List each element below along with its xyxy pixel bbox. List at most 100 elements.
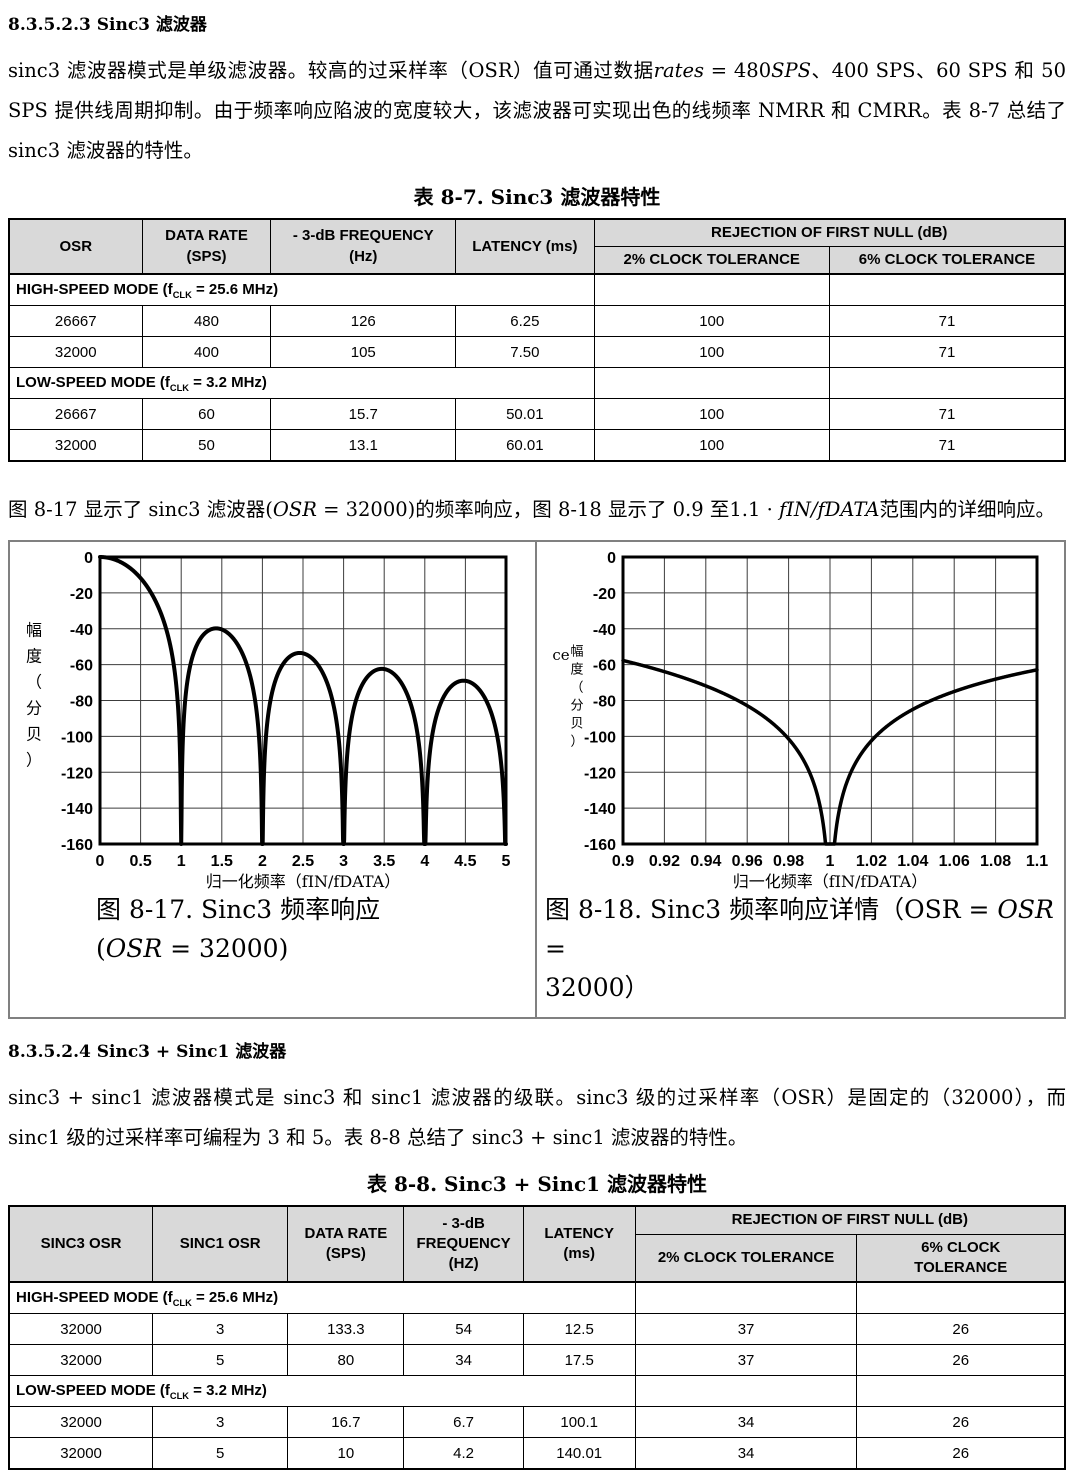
svg-text:1.5: 1.5 (211, 853, 233, 870)
cell-6pct: 71 (828, 429, 1066, 462)
cell-sinc1-osr: 3 (152, 1406, 289, 1439)
cell-sinc1-osr: 3 (152, 1313, 289, 1346)
svg-text:3: 3 (339, 853, 348, 870)
cell-sinc1-osr: 5 (152, 1437, 289, 1470)
col-header-latency: LATENCY (ms) (522, 1205, 636, 1283)
cell-latency: 7.50 (455, 336, 595, 369)
cell-latency: 17.5 (522, 1344, 636, 1377)
empty-cell (828, 273, 1066, 307)
svg-text:0.92: 0.92 (649, 853, 680, 870)
empty-cell (593, 367, 830, 400)
empty-cell (593, 273, 830, 307)
empty-cell (634, 1281, 858, 1315)
section-label: HIGH-SPEED MODE (fCLK = 25.6 MHz) (8, 273, 595, 307)
cell-latency: 50.01 (455, 398, 595, 431)
svg-text:-20: -20 (593, 586, 616, 603)
col-header-rejection: REJECTION OF FIRST NULL (dB) (634, 1205, 1066, 1235)
svg-text:-40: -40 (593, 622, 616, 639)
svg-text:-160: -160 (584, 837, 616, 854)
cell-frequency: 54 (403, 1313, 524, 1346)
svg-text:幅: 幅 (26, 621, 42, 640)
cell-sinc3-osr: 32000 (8, 1344, 154, 1377)
cell-sinc1-osr: 5 (152, 1344, 289, 1377)
table-row: 32000 5 80 34 17.5 37 26 (8, 1344, 1066, 1377)
table-8-7-title: 表 8-7. Sinc3 滤波器特性 (413, 184, 661, 209)
cell-2pct: 100 (593, 429, 830, 462)
cell-sinc3-osr: 32000 (8, 1406, 154, 1439)
col-header-6pct-tolerance: 6% CLOCK TOLERANCE (828, 246, 1066, 275)
cell-2pct: 37 (634, 1313, 858, 1346)
cell-latency: 60.01 (455, 429, 595, 462)
sinc3-intro-paragraph: sinc3 滤波器模式是单级滤波器。较高的过采样率（OSR）值可通过数据rate… (8, 59, 1066, 162)
svg-text:-60: -60 (70, 658, 93, 675)
cell-sinc3-osr: 32000 (8, 1313, 154, 1346)
sinc3-sinc1-intro-paragraph: sinc3 + sinc1 滤波器模式是 sinc3 和 sinc1 滤波器的级… (8, 1086, 1066, 1150)
svg-text:-120: -120 (584, 766, 616, 783)
table-row: 32000 3 16.7 6.7 100.1 34 26 (8, 1406, 1066, 1439)
cell-data-rate: 50 (141, 429, 272, 462)
table-row: 26667 60 15.7 50.01 100 71 (8, 398, 1066, 431)
col-header-3db-frequency: - 3-dB FREQUENCY (Hz) (270, 218, 457, 275)
col-header-data-rate: DATA RATE (SPS) (287, 1205, 405, 1283)
table-row: 26667 480 126 6.25 100 71 (8, 305, 1066, 338)
cell-latency: 12.5 (522, 1313, 636, 1346)
svg-text:-40: -40 (70, 622, 93, 639)
svg-text:度: 度 (570, 662, 583, 678)
svg-text:-160: -160 (61, 837, 93, 854)
table-row-high-speed-mode: HIGH-SPEED MODE (fCLK = 25.6 MHz) (8, 1281, 1066, 1315)
col-header-rejection: REJECTION OF FIRST NULL (dB) (593, 218, 1066, 248)
svg-text:2.5: 2.5 (292, 853, 314, 870)
figure-8-17-caption: 图 8-17. Sinc3 频率响应 (OSR = 32000) (96, 895, 381, 964)
svg-text:0.98: 0.98 (773, 853, 804, 870)
table-8-8-title: 表 8-8. Sinc3 + Sinc1 滤波器特性 (366, 1172, 708, 1197)
svg-text:1.1: 1.1 (1026, 853, 1048, 870)
col-header-2pct-tolerance: 2% CLOCK TOLERANCE (593, 246, 830, 275)
svg-text:0: 0 (84, 550, 93, 567)
section-label: LOW-SPEED MODE (fCLK = 3.2 MHz) (8, 1375, 636, 1408)
cell-2pct: 100 (593, 305, 830, 338)
cell-data-rate: 80 (287, 1344, 405, 1377)
svg-text:1.04: 1.04 (897, 853, 928, 870)
svg-text:-80: -80 (593, 694, 616, 711)
svg-text:（: （ (570, 681, 583, 696)
svg-text:）: ） (26, 751, 42, 770)
svg-text:-60: -60 (593, 658, 616, 675)
svg-text:-100: -100 (584, 730, 616, 747)
section-heading-8-3-5-2-4: 8.3.5.2.4 Sinc3 + Sinc1 滤波器 (8, 1042, 287, 1063)
cell-data-rate: 133.3 (287, 1313, 405, 1346)
cell-frequency: 15.7 (270, 398, 457, 431)
svg-text:-120: -120 (61, 766, 93, 783)
svg-text:-100: -100 (61, 730, 93, 747)
cell-2pct: 100 (593, 398, 830, 431)
col-header-2pct-tolerance: 2% CLOCK TOLERANCE (634, 1233, 858, 1283)
svg-text:0: 0 (96, 853, 105, 870)
svg-text:0: 0 (607, 550, 616, 567)
cell-osr: 32000 (8, 429, 143, 462)
svg-text:归一化频率（fIN/fDATA）: 归一化频率（fIN/fDATA） (206, 872, 400, 890)
cell-latency: 140.01 (522, 1437, 636, 1470)
cell-6pct: 26 (856, 1313, 1066, 1346)
svg-text:贝: 贝 (570, 717, 583, 732)
cell-frequency: 13.1 (270, 429, 457, 462)
svg-text:-140: -140 (584, 802, 616, 819)
cell-data-rate: 60 (141, 398, 272, 431)
col-header-latency: LATENCY (ms) (455, 218, 595, 275)
cell-6pct: 26 (856, 1344, 1066, 1377)
table-row-low-speed-mode: LOW-SPEED MODE (fCLK = 3.2 MHz) (8, 1375, 1066, 1408)
cell-frequency: 126 (270, 305, 457, 338)
table-row: 32000 5 10 4.2 140.01 34 26 (8, 1437, 1066, 1470)
cell-osr: 32000 (8, 336, 143, 369)
table-row: 32000 400 105 7.50 100 71 (8, 336, 1066, 369)
svg-text:4: 4 (420, 853, 429, 870)
empty-cell (828, 367, 1066, 400)
cell-frequency: 4.2 (403, 1437, 524, 1470)
svg-text:归一化频率（fIN/fDATA）: 归一化频率（fIN/fDATA） (733, 872, 927, 890)
svg-text:）: ） (570, 735, 583, 750)
svg-text:1.08: 1.08 (980, 853, 1011, 870)
cell-6pct: 71 (828, 336, 1066, 369)
cell-6pct: 71 (828, 398, 1066, 431)
cell-osr: 26667 (8, 305, 143, 338)
cell-data-rate: 16.7 (287, 1406, 405, 1439)
table-8-8: SINC3 OSR SINC1 OSR DATA RATE (SPS) - 3-d… (8, 1205, 1066, 1471)
